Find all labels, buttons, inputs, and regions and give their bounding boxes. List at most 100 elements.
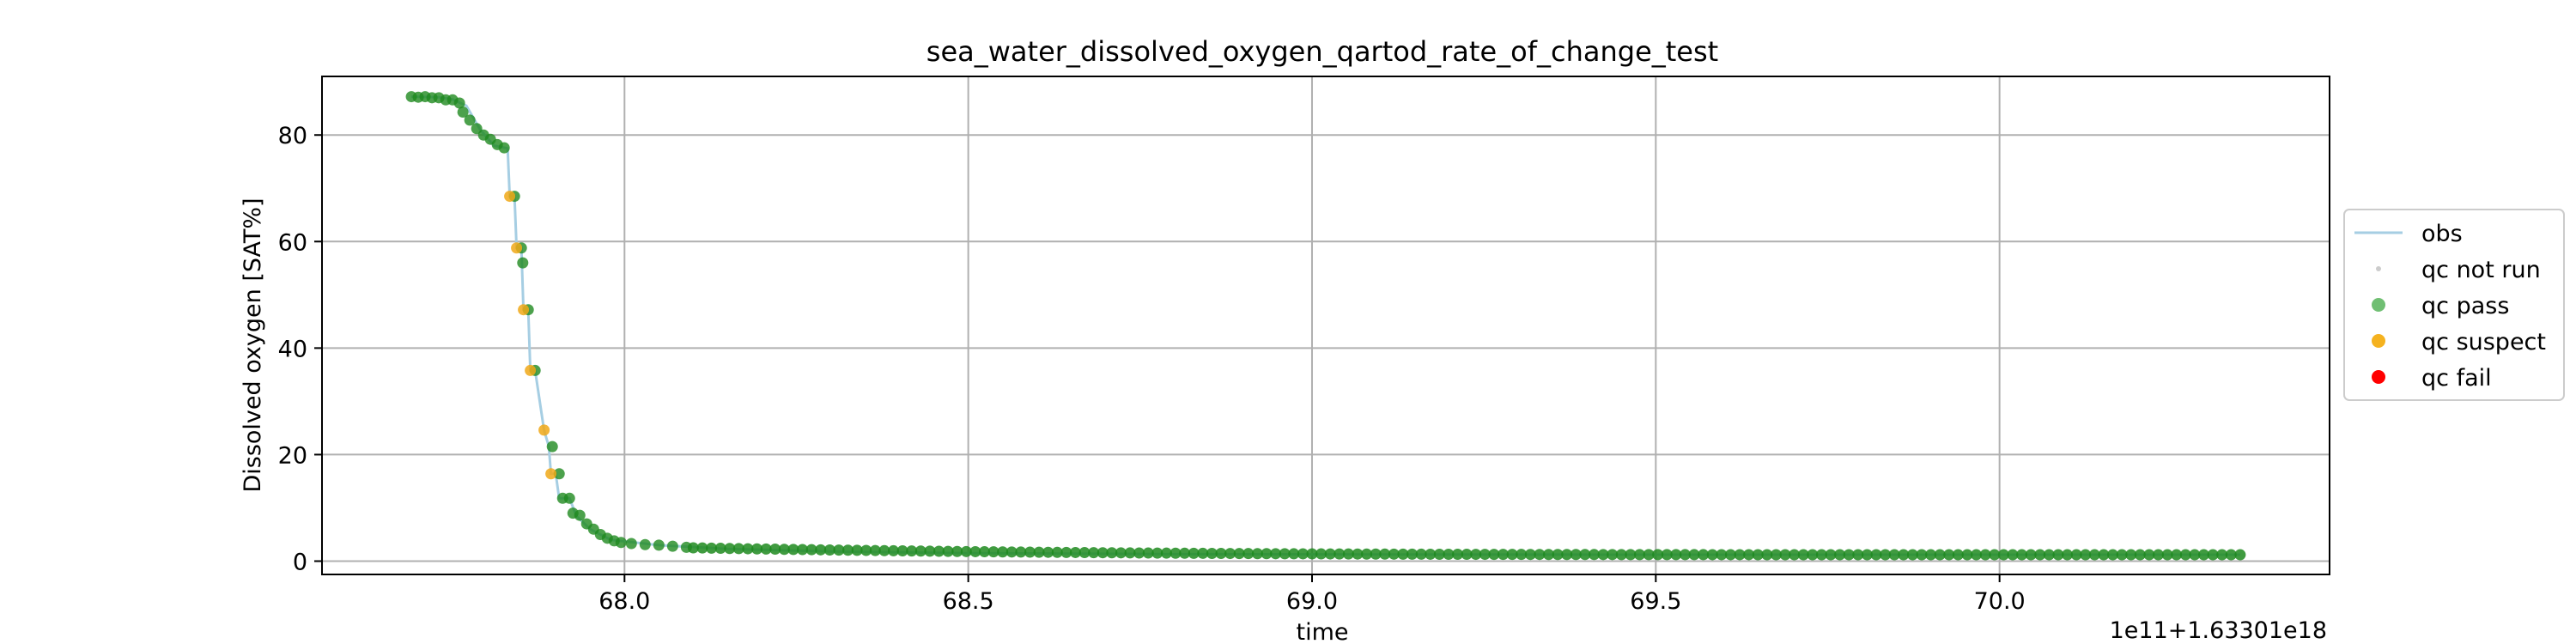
qc-pass-point: [1206, 547, 1218, 559]
qc-pass-point: [1716, 549, 1728, 561]
qc-pass-point: [1979, 549, 1991, 561]
qc-pass-point: [769, 544, 781, 556]
qc-pass-point: [453, 97, 465, 109]
qc-pass-point: [457, 106, 469, 118]
legend-label-qc-suspect: qc suspect: [2421, 329, 2546, 355]
qc-pass-point: [906, 545, 918, 557]
qc-pass-point: [2143, 549, 2155, 561]
qc-suspect-point: [504, 191, 516, 203]
qc-pass-point: [2098, 549, 2110, 561]
qc-pass-point: [1042, 546, 1054, 558]
legend-box: [2343, 209, 2565, 401]
qc-pass-point: [823, 544, 835, 556]
qc-pass-point: [1334, 548, 1346, 560]
qc-pass-point: [1852, 549, 1864, 561]
qc-pass-point: [2234, 549, 2246, 561]
qc-pass-point: [2125, 549, 2137, 561]
qc-pass-point: [1388, 548, 1400, 560]
qc-pass-point: [2043, 549, 2055, 561]
qc-pass-point: [1179, 547, 1191, 559]
qc-pass-point: [1151, 547, 1163, 559]
plot-background: [322, 76, 2330, 574]
qc-pass-point: [1488, 549, 1500, 561]
y-tick-label: 0: [293, 549, 307, 575]
qc-pass-point: [1461, 549, 1473, 561]
qc-pass-point: [666, 540, 678, 552]
qc-pass-point: [1142, 547, 1154, 559]
qc-pass-point: [1552, 549, 1564, 561]
qc-pass-point: [2088, 549, 2100, 561]
qc-pass-point: [546, 440, 558, 453]
plot-frame: [321, 76, 2330, 575]
qc-pass-point: [1743, 549, 1755, 561]
qc-pass-point: [869, 544, 881, 556]
qc-pass-point: [574, 509, 586, 521]
qc-pass-point: [1652, 549, 1664, 561]
qc-pass-point: [553, 468, 565, 480]
x-tick-label: 70.0: [1974, 588, 2026, 615]
qc-pass-point: [960, 545, 972, 557]
qc-pass-point: [1724, 549, 1736, 561]
qc-pass-point: [2171, 549, 2183, 561]
qc-pass-point: [2016, 549, 2028, 561]
legend-marker-qc-suspect: [2372, 334, 2385, 348]
qc-pass-point: [1115, 547, 1127, 559]
x-tick-label: 69.5: [1630, 588, 1681, 615]
qc-pass-point: [1734, 549, 1746, 561]
qc-pass-point: [2116, 549, 2128, 561]
qc-pass-point: [653, 539, 665, 551]
qc-pass-point: [2225, 549, 2237, 561]
qc-pass-point: [1661, 549, 1673, 561]
qc-pass-point: [942, 545, 954, 557]
qc-pass-point: [1789, 549, 1801, 561]
qc-pass-point: [1224, 548, 1236, 560]
legend-label-qc-pass: qc pass: [2421, 293, 2509, 319]
x-offset-label: 1e11+1.63301e18: [2110, 617, 2327, 644]
qc-pass-point: [1543, 549, 1555, 561]
qc-pass-point: [696, 542, 708, 554]
qc-pass-point: [639, 538, 651, 550]
qc-pass-point: [2080, 549, 2092, 561]
qc-pass-point: [1570, 549, 1582, 561]
qc-pass-point: [1589, 549, 1601, 561]
qc-pass-point: [1015, 546, 1027, 558]
qc-pass-point: [2207, 549, 2219, 561]
qc-pass-point: [1251, 548, 1263, 560]
qc-pass-point: [1779, 549, 1791, 561]
qc-pass-point: [1807, 549, 1819, 561]
qc-pass-point: [1306, 548, 1318, 560]
qc-pass-point: [1633, 549, 1645, 561]
qc-pass-point: [1433, 548, 1445, 560]
qc-pass-point: [1925, 549, 1937, 561]
legend-marker-qc-not-run: [2376, 266, 2381, 271]
qc-pass-point: [1233, 548, 1245, 560]
qc-pass-point: [1242, 548, 1255, 560]
qc-pass-point: [680, 541, 692, 553]
qc-pass-point: [1470, 549, 1482, 561]
qc-pass-point: [1861, 549, 1873, 561]
qc-pass-point: [742, 543, 754, 555]
qc-pass-point: [1706, 549, 1718, 561]
qc-pass-point: [1197, 547, 1209, 559]
qc-pass-point: [760, 543, 772, 555]
qc-pass-point: [1670, 549, 1682, 561]
qc-pass-point: [842, 544, 854, 556]
axis-ticks: 68.0 68.5 69.0 69.5 70.0 0 20 40 60 80: [278, 123, 2026, 615]
qc-pass-point: [1288, 548, 1300, 560]
qc-pass-point: [1279, 548, 1291, 560]
qc-pass-point: [815, 544, 827, 556]
qc-pass-point: [1524, 549, 1536, 561]
qc-pass-point: [1825, 549, 1837, 561]
qc-pass-point: [997, 546, 1009, 558]
qc-suspect-point: [545, 468, 557, 480]
qc-pass-point: [1069, 546, 1081, 558]
qc-pass-point: [1498, 549, 1510, 561]
x-tick-label: 69.0: [1286, 588, 1338, 615]
qc-pass-point: [1051, 546, 1063, 558]
qc-pass-point: [1379, 548, 1391, 560]
qc-pass-point: [1698, 549, 1710, 561]
qc-pass-point: [1888, 549, 1900, 561]
qc-pass-point: [1033, 546, 1045, 558]
qc-pass-point: [1479, 549, 1491, 561]
y-tick-label: 20: [278, 442, 307, 469]
